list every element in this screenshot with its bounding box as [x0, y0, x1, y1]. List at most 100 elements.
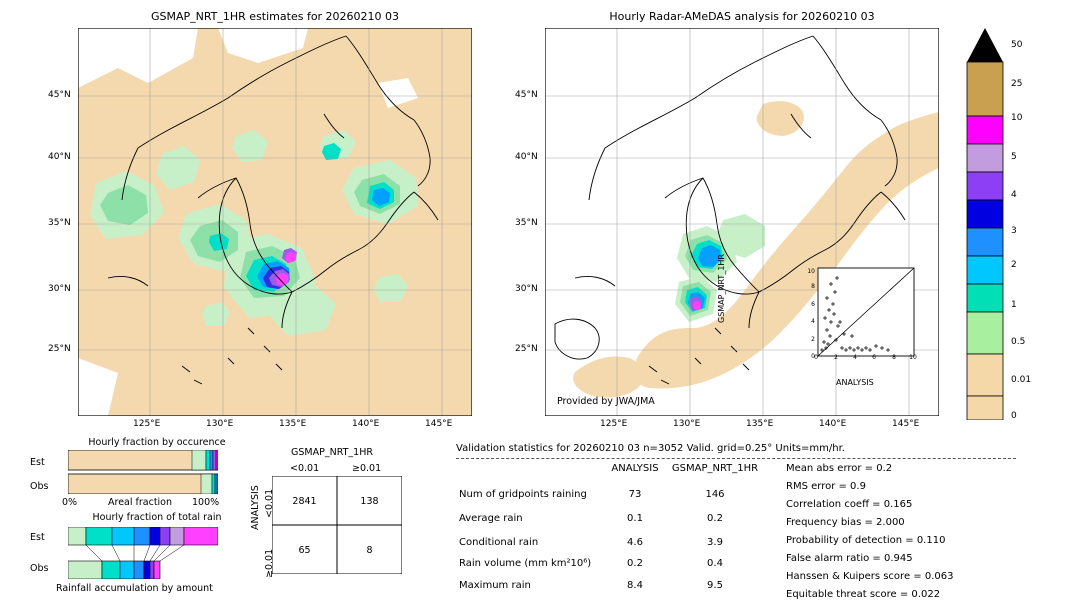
- validation-score-6: Hanssen & Kuipers score = 0.063: [786, 571, 954, 582]
- left-map: [78, 28, 472, 416]
- contingency-colhdr-1: ≥0.01: [352, 463, 382, 474]
- right-map-ylabel-3: 30°N: [515, 284, 538, 294]
- validation-score-0: Mean abs error = 0.2: [786, 463, 893, 474]
- contingency-grid: [272, 476, 402, 574]
- svg-text:0: 0: [811, 353, 815, 360]
- contingency-cell-1-0: 65: [298, 545, 311, 556]
- left-map-ylabel-3: 30°N: [48, 284, 71, 294]
- left-map-xlabel-2: 135°E: [279, 419, 307, 429]
- right-map-ylabel-4: 25°N: [515, 344, 538, 354]
- validation-row-analysis-4: 8.4: [627, 580, 643, 591]
- total-rain-bars: [68, 527, 218, 579]
- validation-header: Validation statistics for 20260210 03 n=…: [456, 443, 845, 454]
- occurrence-row-label-0: Est: [30, 457, 45, 468]
- validation-row-analysis-1: 0.1: [627, 513, 643, 524]
- colorbar-label-10: 0: [1011, 411, 1017, 421]
- scatter-xlabel: ANALYSIS: [836, 378, 874, 387]
- right-map-ylabel-1: 40°N: [515, 152, 538, 162]
- left-map-xlabel-1: 130°E: [206, 419, 234, 429]
- right-map-xlabel-3: 140°E: [819, 419, 847, 429]
- validation-row-label-3: Rain volume (mm km²10⁶): [459, 558, 592, 569]
- svg-text:2: 2: [834, 354, 838, 361]
- scatter-inset: 0 2 4 6 8 10 0 2 4 6 8 10: [800, 266, 920, 376]
- right-map-xlabel-1: 130°E: [673, 419, 701, 429]
- svg-text:10: 10: [807, 268, 815, 275]
- svg-text:4: 4: [853, 354, 857, 361]
- colorbar-label-7: 1: [1011, 300, 1017, 310]
- validation-row-label-4: Maximum rain: [459, 580, 531, 591]
- contingency-cell-0-0: 2841: [292, 496, 317, 507]
- svg-text:2: 2: [811, 336, 815, 343]
- left-map-xlabel-0: 125°E: [133, 419, 161, 429]
- validation-row-gsmap-2: 3.9: [707, 537, 723, 548]
- validation-row-gsmap-1: 0.2: [707, 513, 723, 524]
- validation-score-7: Equitable threat score = 0.022: [786, 589, 941, 600]
- scatter-ylabel: GSMAP_NRT_1HR: [717, 254, 726, 323]
- colorbar-label-2: 10: [1011, 113, 1023, 123]
- validation-row-analysis-0: 73: [628, 489, 642, 500]
- validation-score-1: RMS error = 0.9: [786, 481, 866, 492]
- svg-text:4: 4: [811, 318, 815, 325]
- total-rain-title: Hourly fraction of total rain: [92, 512, 222, 523]
- validation-score-2: Correlation coeff = 0.165: [786, 499, 913, 510]
- validation-score-4: Probability of detection = 0.110: [786, 535, 946, 546]
- total-rain-footer: Rainfall accumulation by amount: [56, 583, 213, 594]
- colorbar-label-6: 2: [1011, 260, 1017, 270]
- validation-colhdr-1: GSMAP_NRT_1HR: [671, 463, 759, 474]
- svg-text:6: 6: [872, 354, 876, 361]
- validation-row-gsmap-4: 9.5: [707, 580, 723, 591]
- left-panel-title: GSMAP_NRT_1HR estimates for 20260210 03: [150, 10, 400, 23]
- left-map-ylabel-0: 45°N: [48, 90, 71, 100]
- right-map-xlabel-4: 145°E: [892, 419, 920, 429]
- validation-score-5: False alarm ratio = 0.945: [786, 553, 913, 564]
- colorbar-label-5: 3: [1011, 226, 1017, 236]
- contingency-cell-0-1: 138: [360, 496, 379, 507]
- right-map-xlabel-2: 135°E: [746, 419, 774, 429]
- left-map-ylabel-4: 25°N: [48, 344, 71, 354]
- validation-row-label-0: Num of gridpoints raining: [459, 489, 587, 500]
- svg-text:10: 10: [909, 354, 917, 361]
- provider-label: Provided by JWA/JMA: [557, 396, 655, 407]
- validation-row-label-2: Conditional rain: [459, 537, 539, 548]
- left-map-xlabel-3: 140°E: [352, 419, 380, 429]
- colorbar-label-1: 25: [1011, 79, 1023, 89]
- colorbar-label-4: 4: [1011, 190, 1017, 200]
- svg-text:8: 8: [811, 283, 815, 290]
- validation-row-gsmap-0: 146: [705, 489, 725, 500]
- validation-score-3: Frequency bias = 2.000: [786, 517, 905, 528]
- contingency-row-axis-label: ANALYSIS: [250, 485, 261, 530]
- occurrence-row-label-1: Obs: [30, 481, 49, 492]
- contingency-title: GSMAP_NRT_1HR: [291, 447, 373, 458]
- svg-text:8: 8: [892, 354, 896, 361]
- left-map-xlabel-4: 145°E: [425, 419, 453, 429]
- validation-divider: [456, 458, 1016, 459]
- colorbar-label-0: 50: [1011, 40, 1023, 50]
- colorbar-label-3: 5: [1011, 152, 1017, 162]
- right-panel-title: Hourly Radar-AMeDAS analysis for 2026021…: [609, 10, 875, 23]
- svg-text:0: 0: [814, 354, 818, 361]
- validation-row-label-1: Average rain: [459, 513, 523, 524]
- colorbar-label-8: 0.5: [1011, 337, 1026, 347]
- contingency-colhdr-0: <0.01: [290, 463, 320, 474]
- right-map: [545, 28, 939, 416]
- occurrence-title: Hourly fraction by occurence: [88, 437, 226, 448]
- total-rain-row-label-1: Obs: [30, 563, 49, 574]
- right-map-xlabel-0: 125°E: [600, 419, 628, 429]
- right-map-ylabel-0: 45°N: [515, 90, 538, 100]
- left-map-ylabel-1: 40°N: [48, 152, 71, 162]
- total-rain-row-label-0: Est: [30, 532, 45, 543]
- validation-row-analysis-3: 0.2: [627, 558, 643, 569]
- validation-row-analysis-2: 4.6: [627, 537, 643, 548]
- validation-colhdr-0: ANALYSIS: [611, 463, 659, 474]
- colorbar: [965, 28, 1005, 420]
- validation-row-gsmap-3: 0.4: [707, 558, 723, 569]
- left-map-ylabel-2: 35°N: [48, 218, 71, 228]
- colorbar-label-9: 0.01: [1011, 375, 1032, 385]
- svg-text:6: 6: [811, 301, 815, 308]
- right-map-ylabel-2: 35°N: [515, 218, 538, 228]
- occurrence-axis-max: 100%: [192, 497, 220, 508]
- occurrence-axis-min: 0%: [62, 497, 78, 508]
- occurrence-bars: [68, 450, 218, 494]
- occurrence-axis-label: Areal fraction: [108, 497, 173, 508]
- contingency-cell-1-1: 8: [366, 545, 373, 556]
